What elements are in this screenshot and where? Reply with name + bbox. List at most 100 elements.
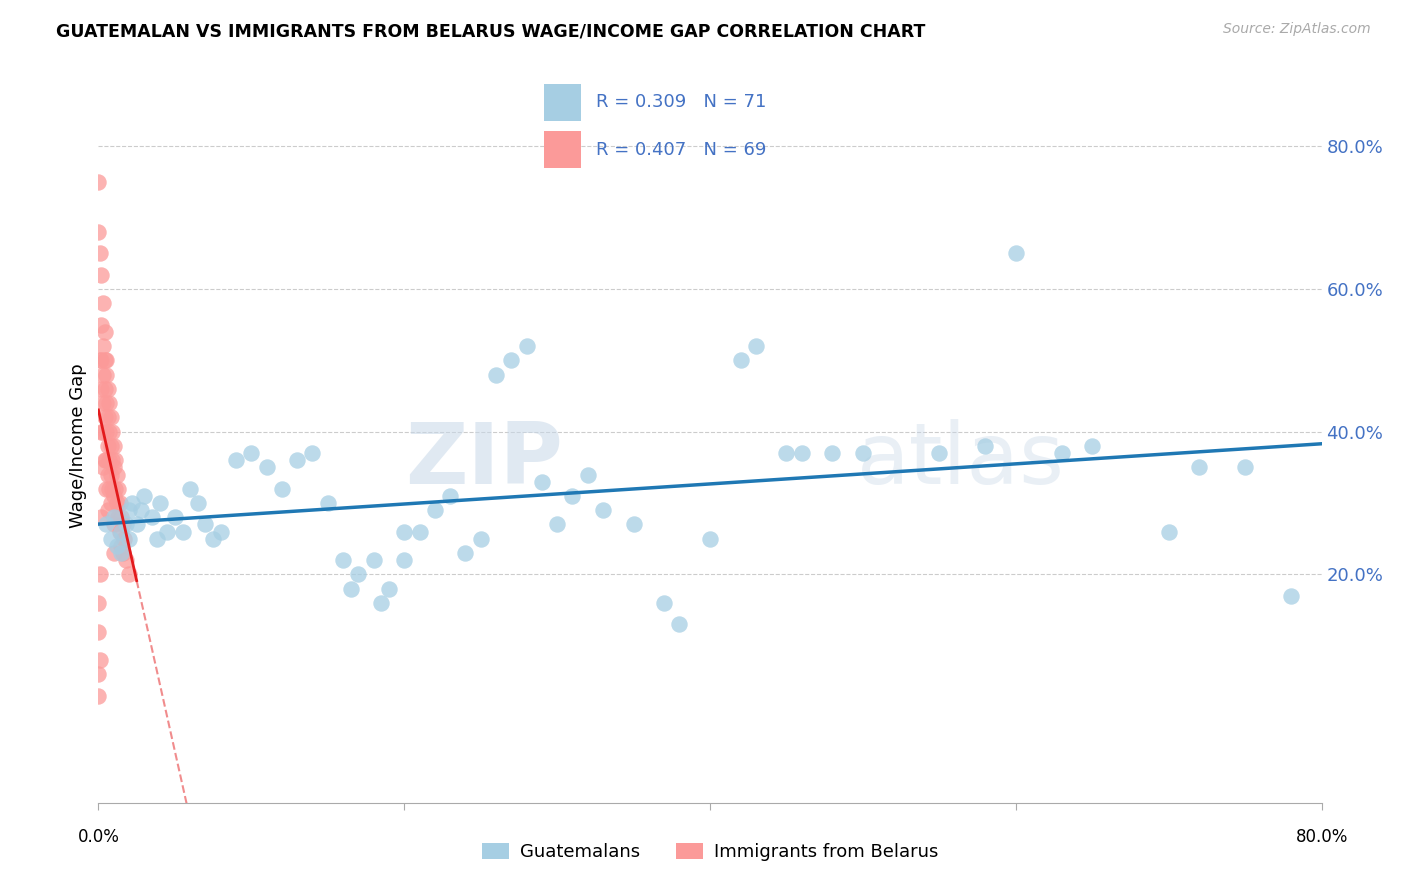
Legend: Guatemalans, Immigrants from Belarus: Guatemalans, Immigrants from Belarus xyxy=(475,836,945,869)
Point xyxy=(129,503,152,517)
Point xyxy=(1157,524,1180,539)
Point xyxy=(93,325,115,339)
Point xyxy=(91,296,114,310)
Point xyxy=(103,546,125,560)
Point xyxy=(93,410,115,425)
Text: GUATEMALAN VS IMMIGRANTS FROM BELARUS WAGE/INCOME GAP CORRELATION CHART: GUATEMALAN VS IMMIGRANTS FROM BELARUS WA… xyxy=(56,22,925,40)
Point xyxy=(652,596,675,610)
Point xyxy=(115,517,138,532)
Point xyxy=(91,339,114,353)
Point xyxy=(89,246,111,260)
Point xyxy=(179,482,201,496)
Point xyxy=(392,553,416,567)
Point xyxy=(103,517,125,532)
Point xyxy=(790,446,813,460)
Point xyxy=(103,439,125,453)
Point xyxy=(90,318,112,332)
Point xyxy=(94,425,117,439)
Point xyxy=(91,396,114,410)
Point xyxy=(332,553,354,567)
Point xyxy=(928,446,950,460)
Point xyxy=(454,546,477,560)
Point xyxy=(392,524,416,539)
Point xyxy=(1004,246,1026,260)
Point xyxy=(347,567,370,582)
Point xyxy=(134,489,156,503)
Point xyxy=(107,482,129,496)
Point xyxy=(516,339,538,353)
Point xyxy=(439,489,461,503)
Point xyxy=(87,667,110,681)
Point xyxy=(111,517,134,532)
Point xyxy=(89,567,111,582)
Point xyxy=(974,439,997,453)
Text: R = 0.309   N = 71: R = 0.309 N = 71 xyxy=(596,94,766,112)
Point xyxy=(94,353,117,368)
Point xyxy=(141,510,163,524)
Text: 0.0%: 0.0% xyxy=(77,828,120,846)
Point xyxy=(1234,460,1257,475)
Point xyxy=(97,382,120,396)
Point xyxy=(111,546,134,560)
Point xyxy=(378,582,401,596)
Point xyxy=(576,467,599,482)
Point xyxy=(98,425,121,439)
Point xyxy=(202,532,225,546)
Point xyxy=(100,467,122,482)
Point xyxy=(172,524,194,539)
Point xyxy=(194,517,217,532)
Point xyxy=(100,496,122,510)
Point xyxy=(1279,589,1302,603)
Point xyxy=(225,453,247,467)
Point xyxy=(423,503,446,517)
Point xyxy=(87,689,110,703)
Point xyxy=(110,539,132,553)
Point xyxy=(91,460,114,475)
Y-axis label: Wage/Income Gap: Wage/Income Gap xyxy=(69,364,87,528)
Point xyxy=(363,553,385,567)
Point xyxy=(240,446,263,460)
Point xyxy=(118,532,141,546)
Point xyxy=(149,496,172,510)
Point xyxy=(94,368,117,382)
Point xyxy=(90,510,112,524)
Point xyxy=(118,503,141,517)
Point xyxy=(485,368,508,382)
Point xyxy=(89,353,111,368)
Point xyxy=(110,546,132,560)
Point xyxy=(546,517,568,532)
Point xyxy=(87,596,110,610)
Point xyxy=(87,225,110,239)
Point xyxy=(108,524,131,539)
Point xyxy=(112,532,135,546)
Point xyxy=(145,532,167,546)
Point xyxy=(592,503,614,517)
Point xyxy=(125,517,148,532)
FancyBboxPatch shape xyxy=(544,84,581,121)
Point xyxy=(209,524,232,539)
Point xyxy=(100,410,122,425)
Text: Source: ZipAtlas.com: Source: ZipAtlas.com xyxy=(1223,22,1371,37)
Point xyxy=(90,382,112,396)
Point xyxy=(623,517,645,532)
Point xyxy=(90,425,112,439)
Point xyxy=(89,653,111,667)
Point xyxy=(104,482,127,496)
Point xyxy=(97,410,120,425)
FancyBboxPatch shape xyxy=(544,131,581,168)
Point xyxy=(101,425,124,439)
Point xyxy=(87,624,110,639)
Point xyxy=(339,582,361,596)
Point xyxy=(121,496,143,510)
Point xyxy=(101,453,124,467)
Point xyxy=(163,510,186,524)
Point xyxy=(94,396,117,410)
Text: atlas: atlas xyxy=(856,418,1064,502)
Text: 80.0%: 80.0% xyxy=(1295,828,1348,846)
Point xyxy=(93,453,115,467)
Point xyxy=(94,482,117,496)
Point xyxy=(668,617,690,632)
Point xyxy=(103,510,125,524)
Point xyxy=(90,353,112,368)
Point xyxy=(104,453,127,467)
